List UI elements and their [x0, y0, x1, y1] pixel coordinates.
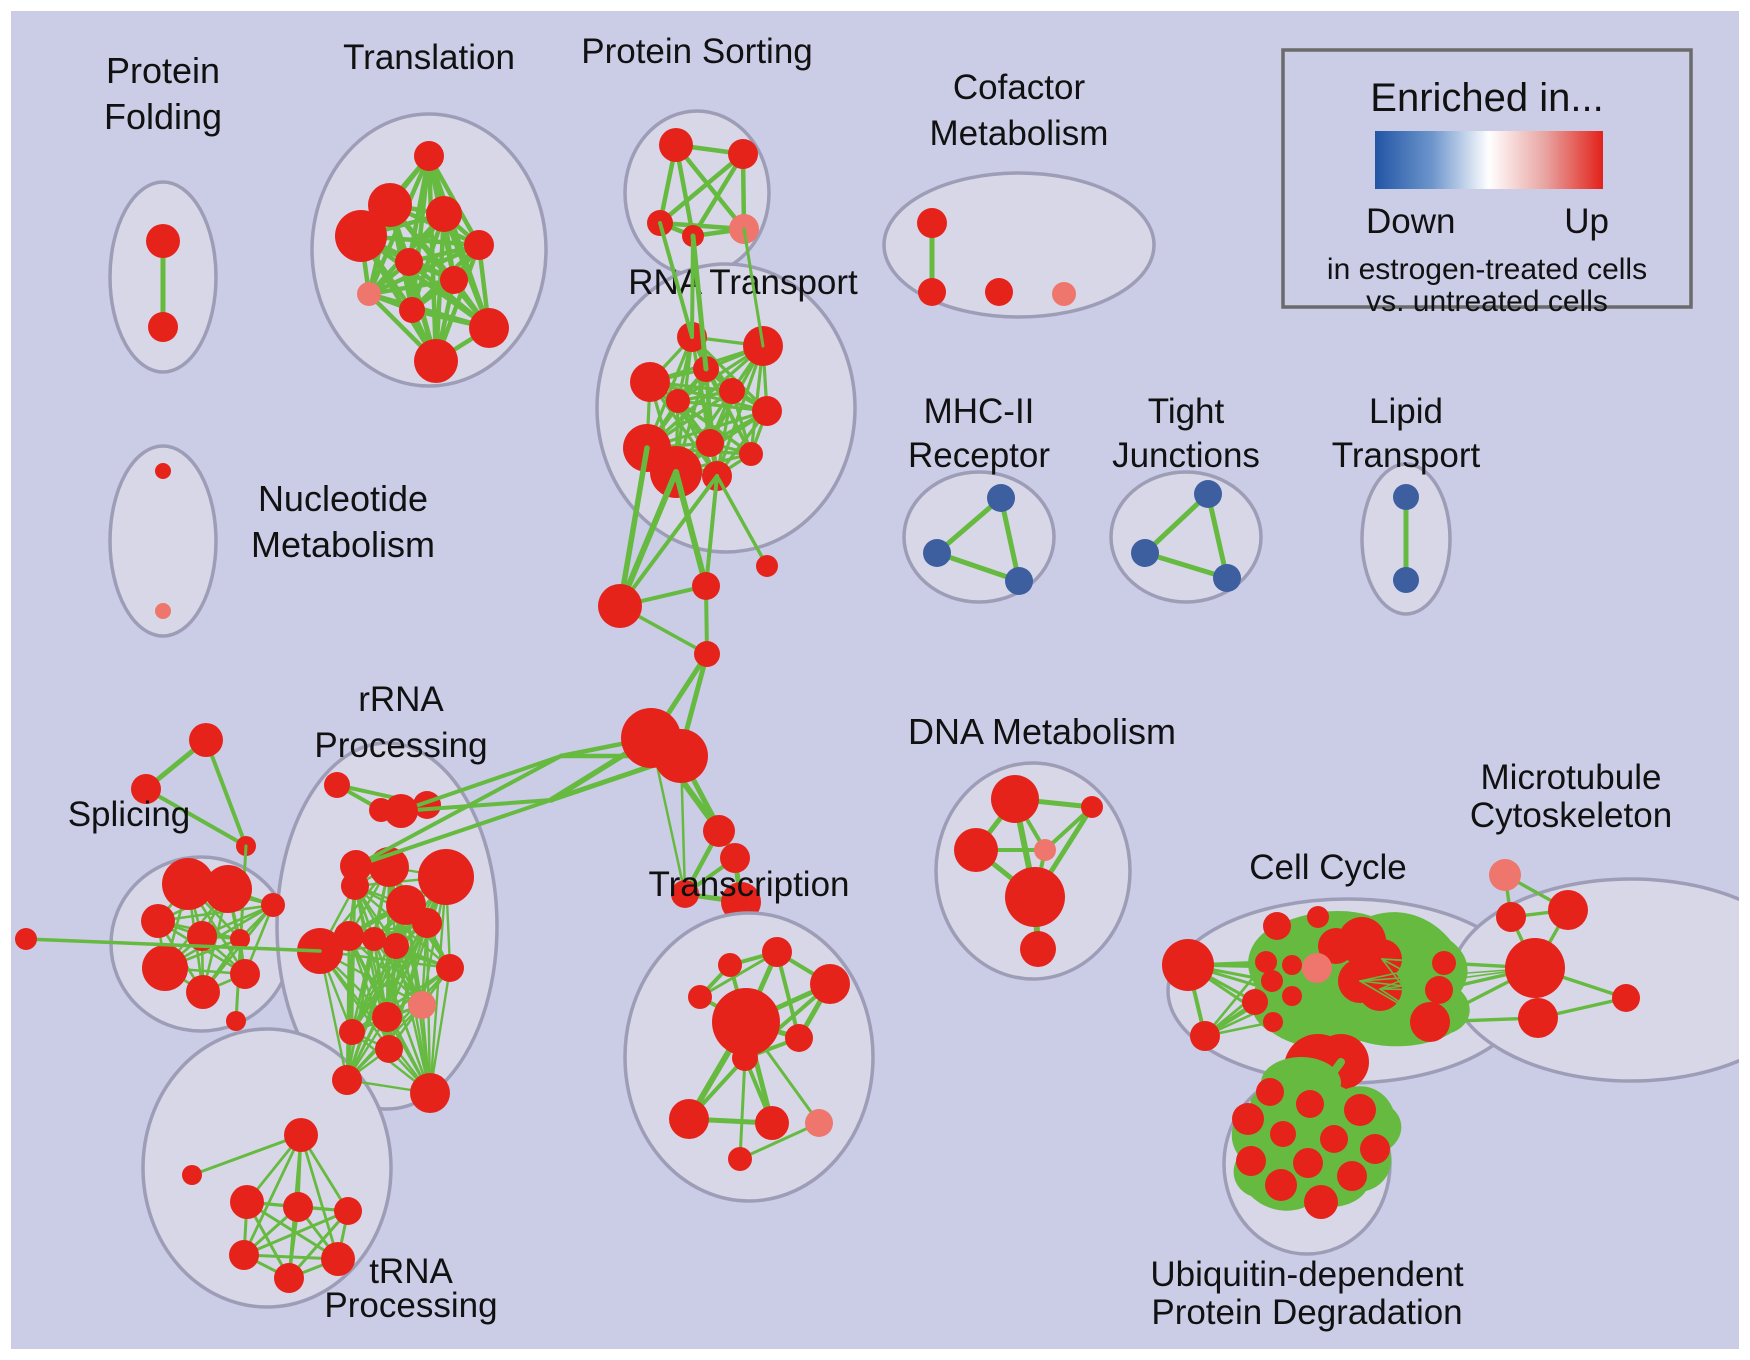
- svg-text:Receptor: Receptor: [908, 436, 1050, 475]
- svg-text:Protein: Protein: [106, 50, 220, 91]
- svg-text:Ubiquitin-dependent: Ubiquitin-dependent: [1150, 1255, 1464, 1294]
- svg-text:Protein Degradation: Protein Degradation: [1151, 1293, 1462, 1332]
- svg-text:rRNA: rRNA: [358, 680, 444, 719]
- svg-text:Enriched in...: Enriched in...: [1370, 76, 1603, 120]
- svg-text:Tight: Tight: [1148, 392, 1225, 431]
- svg-text:RNA Transport: RNA Transport: [628, 263, 858, 302]
- svg-text:Nucleotide: Nucleotide: [258, 478, 428, 519]
- svg-text:Splicing: Splicing: [68, 795, 191, 834]
- svg-text:Processing: Processing: [314, 726, 487, 765]
- svg-text:Up: Up: [1564, 202, 1609, 241]
- svg-text:Metabolism: Metabolism: [251, 524, 435, 565]
- svg-text:Processing: Processing: [324, 1286, 497, 1325]
- svg-text:MHC-II: MHC-II: [924, 392, 1035, 431]
- svg-text:Metabolism: Metabolism: [930, 114, 1109, 153]
- svg-text:Protein Sorting: Protein Sorting: [581, 32, 813, 71]
- svg-text:Transport: Transport: [1332, 436, 1481, 475]
- svg-text:Folding: Folding: [104, 96, 222, 137]
- svg-text:Translation: Translation: [343, 38, 515, 77]
- svg-text:Cell Cycle: Cell Cycle: [1249, 848, 1407, 887]
- svg-text:vs. untreated cells: vs. untreated cells: [1366, 285, 1608, 318]
- svg-text:Transcription: Transcription: [649, 865, 850, 904]
- svg-text:Cytoskeleton: Cytoskeleton: [1470, 796, 1672, 835]
- svg-text:Microtubule: Microtubule: [1481, 758, 1662, 797]
- svg-text:DNA Metabolism: DNA Metabolism: [908, 711, 1176, 752]
- svg-text:Lipid: Lipid: [1369, 392, 1443, 431]
- svg-text:Down: Down: [1366, 202, 1455, 241]
- svg-text:Cofactor: Cofactor: [953, 68, 1086, 107]
- svg-text:Junctions: Junctions: [1112, 436, 1260, 475]
- svg-text:in estrogen-treated cells: in estrogen-treated cells: [1327, 253, 1647, 286]
